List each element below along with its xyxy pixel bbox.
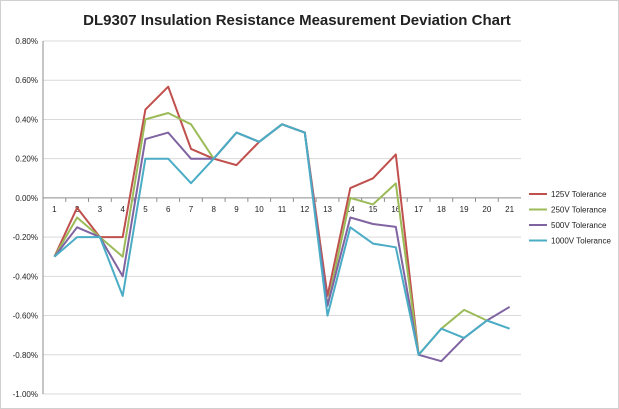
y-tick-label: -0.20% bbox=[13, 233, 38, 242]
x-tick-label: 4 bbox=[120, 205, 125, 214]
x-tick-label: 3 bbox=[98, 205, 103, 214]
x-tick-label: 13 bbox=[323, 205, 332, 214]
x-tick-label: 12 bbox=[300, 205, 309, 214]
y-tick-label: 0.60% bbox=[15, 76, 38, 85]
y-tick-label: 0.20% bbox=[15, 155, 38, 164]
axes: 0.80% 0.60% 0.40% 0.20% 0.00% -0.20% -0.40% -0.… bbox=[13, 37, 521, 399]
y-tick-label: -1.00% bbox=[13, 390, 38, 399]
x-tick-label: 16 bbox=[391, 205, 400, 214]
y-tick-label: -0.60% bbox=[13, 312, 38, 321]
legend-label: 500V Tolerance bbox=[551, 221, 607, 230]
x-tick-label: 14 bbox=[346, 205, 355, 214]
x-tick-label: 15 bbox=[369, 205, 378, 214]
x-tick-label: 18 bbox=[437, 205, 446, 214]
x-tick-label: 10 bbox=[255, 205, 264, 214]
series-line-500v-tolerance bbox=[53, 123, 511, 363]
x-tick-label: 17 bbox=[414, 205, 423, 214]
x-tick-label: 7 bbox=[189, 205, 194, 214]
legend-label: 1000V Tolerance bbox=[551, 237, 611, 246]
legend-label: 250V Tolerance bbox=[551, 206, 607, 215]
gridlines bbox=[43, 40, 521, 395]
y-tick-label: 0.00% bbox=[15, 194, 38, 203]
y-tick-label: -0.40% bbox=[13, 272, 38, 281]
y-tick-label: 0.40% bbox=[15, 115, 38, 124]
x-tick-label: 8 bbox=[211, 205, 216, 214]
x-tick-label: 19 bbox=[460, 205, 469, 214]
x-tick-label: 6 bbox=[166, 205, 171, 214]
x-tick-label: 9 bbox=[234, 205, 239, 214]
x-tick-label: 1 bbox=[52, 205, 57, 214]
series-line-1000v-tolerance bbox=[53, 123, 510, 356]
chart-title: DL9307 Insulation Resistance Measurement… bbox=[83, 12, 511, 29]
series-lines bbox=[53, 85, 511, 363]
series-line-250v-tolerance bbox=[53, 112, 488, 356]
legend: 125V Tolerance 250V Tolerance 500V Toleran… bbox=[529, 190, 611, 246]
y-tick-label: -0.80% bbox=[13, 351, 38, 360]
x-tick-label: 21 bbox=[505, 205, 514, 214]
series-line-125v-tolerance bbox=[53, 85, 420, 355]
x-tick-label: 20 bbox=[482, 205, 491, 214]
x-tick-label: 11 bbox=[278, 205, 287, 214]
x-tick-label: 5 bbox=[143, 205, 148, 214]
y-tick-label: 0.80% bbox=[15, 37, 38, 46]
legend-label: 125V Tolerance bbox=[551, 190, 607, 199]
